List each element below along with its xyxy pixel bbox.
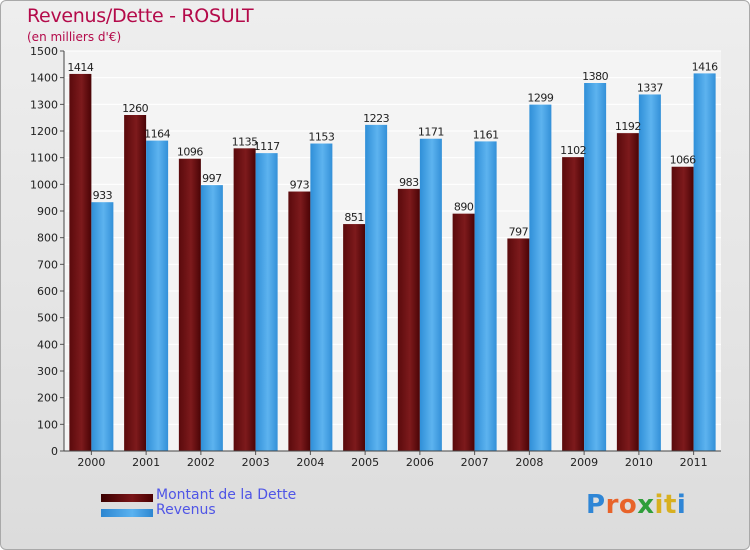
x-tick-label: 2004: [296, 456, 324, 469]
y-tick-label: 700: [37, 258, 58, 271]
bar-revenus: [365, 124, 388, 451]
bar-revenus: [310, 143, 333, 452]
value-label-dette: 797: [509, 225, 529, 238]
bar-dette: [288, 191, 311, 452]
logo-letter: x: [637, 490, 655, 520]
y-tick-label: 1300: [30, 98, 58, 111]
legend-label-revenus: Revenus: [156, 502, 216, 518]
y-tick-label: 500: [37, 312, 58, 325]
proxiti-logo: Proxiti: [586, 490, 686, 520]
y-tick-label: 1400: [30, 72, 58, 85]
bar-dette: [671, 166, 694, 451]
logo-letter: o: [618, 490, 638, 520]
bar-revenus: [529, 104, 552, 451]
bar-dette: [397, 188, 420, 451]
value-label-dette: 1260: [122, 102, 148, 115]
bar-dette: [69, 73, 92, 451]
x-tick-label: 2002: [187, 456, 215, 469]
y-tick-label: 800: [37, 232, 58, 245]
y-tick-label: 200: [37, 392, 58, 405]
value-label-revenus: 1161: [473, 128, 499, 141]
x-tick-label: 2006: [406, 456, 434, 469]
x-tick-label: 2001: [132, 456, 160, 469]
x-tick-label: 2010: [625, 456, 653, 469]
value-label-revenus: 1117: [254, 140, 280, 153]
bar-revenus: [200, 185, 223, 451]
x-tick-label: 2003: [242, 456, 270, 469]
value-label-dette: 983: [399, 176, 419, 189]
bar-dette: [343, 224, 366, 451]
bar-dette: [562, 157, 585, 451]
bar-dette: [178, 158, 201, 451]
bar-dette: [452, 213, 475, 451]
value-label-revenus: 1416: [692, 60, 718, 73]
logo-letter: i: [676, 490, 687, 520]
logo-letter: r: [605, 490, 619, 520]
x-tick-label: 2011: [680, 456, 708, 469]
bar-revenus: [255, 153, 278, 451]
bar-revenus: [693, 73, 716, 452]
y-tick-label: 900: [37, 205, 58, 218]
value-label-dette: 1102: [560, 144, 586, 157]
bar-revenus: [91, 202, 114, 451]
value-label-dette: 1096: [177, 146, 203, 159]
value-label-dette: 1066: [670, 154, 696, 167]
value-label-revenus: 1153: [308, 131, 334, 144]
value-label-revenus: 997: [202, 172, 222, 185]
bar-revenus: [638, 94, 661, 451]
value-label-revenus: 1164: [144, 128, 170, 141]
value-label-dette: 1414: [67, 61, 93, 74]
y-tick-label: 1500: [30, 45, 58, 58]
bar-revenus: [419, 138, 442, 451]
x-tick-label: 2007: [461, 456, 489, 469]
y-tick-label: 1000: [30, 178, 58, 191]
bar-revenus: [474, 141, 497, 451]
x-tick-label: 2005: [351, 456, 379, 469]
value-label-revenus: 1299: [527, 92, 553, 105]
logo-letter: t: [663, 490, 677, 520]
value-label-dette: 851: [344, 211, 364, 224]
bar-dette: [124, 115, 147, 451]
y-tick-label: 1100: [30, 152, 58, 165]
bar-dette: [233, 148, 256, 452]
y-tick-label: 100: [37, 418, 58, 431]
value-label-revenus: 933: [93, 189, 113, 202]
y-tick-label: 600: [37, 285, 58, 298]
value-label-revenus: 1171: [418, 126, 444, 139]
chart-subtitle: (en milliers d'€): [27, 30, 122, 44]
y-tick-label: 300: [37, 365, 58, 378]
logo-letter: P: [586, 490, 606, 520]
logo-letter: i: [654, 490, 664, 520]
x-tick-label: 2009: [570, 456, 598, 469]
legend-swatch-revenus: [101, 509, 153, 517]
value-label-revenus: 1337: [637, 81, 663, 94]
value-label-revenus: 1223: [363, 112, 389, 125]
legend-label-dette: Montant de la Dette: [156, 487, 297, 503]
legend-swatch-dette: [101, 494, 153, 502]
value-label-revenus: 1380: [582, 70, 608, 83]
bar-revenus: [146, 140, 169, 451]
bar-revenus: [584, 83, 607, 451]
bar-dette: [616, 133, 639, 451]
bar-dette: [507, 238, 530, 451]
value-label-dette: 973: [290, 179, 310, 192]
y-tick-label: 400: [37, 338, 58, 351]
value-label-dette: 1135: [232, 135, 258, 148]
value-label-dette: 1192: [615, 120, 641, 133]
chart-title: Revenus/Dette - ROSULT: [27, 5, 254, 27]
plot-area: [64, 51, 721, 451]
x-tick-label: 2008: [515, 456, 543, 469]
y-tick-label: 0: [51, 445, 58, 458]
value-label-dette: 890: [454, 201, 474, 214]
y-tick-label: 1200: [30, 125, 58, 138]
x-tick-label: 2000: [77, 456, 105, 469]
